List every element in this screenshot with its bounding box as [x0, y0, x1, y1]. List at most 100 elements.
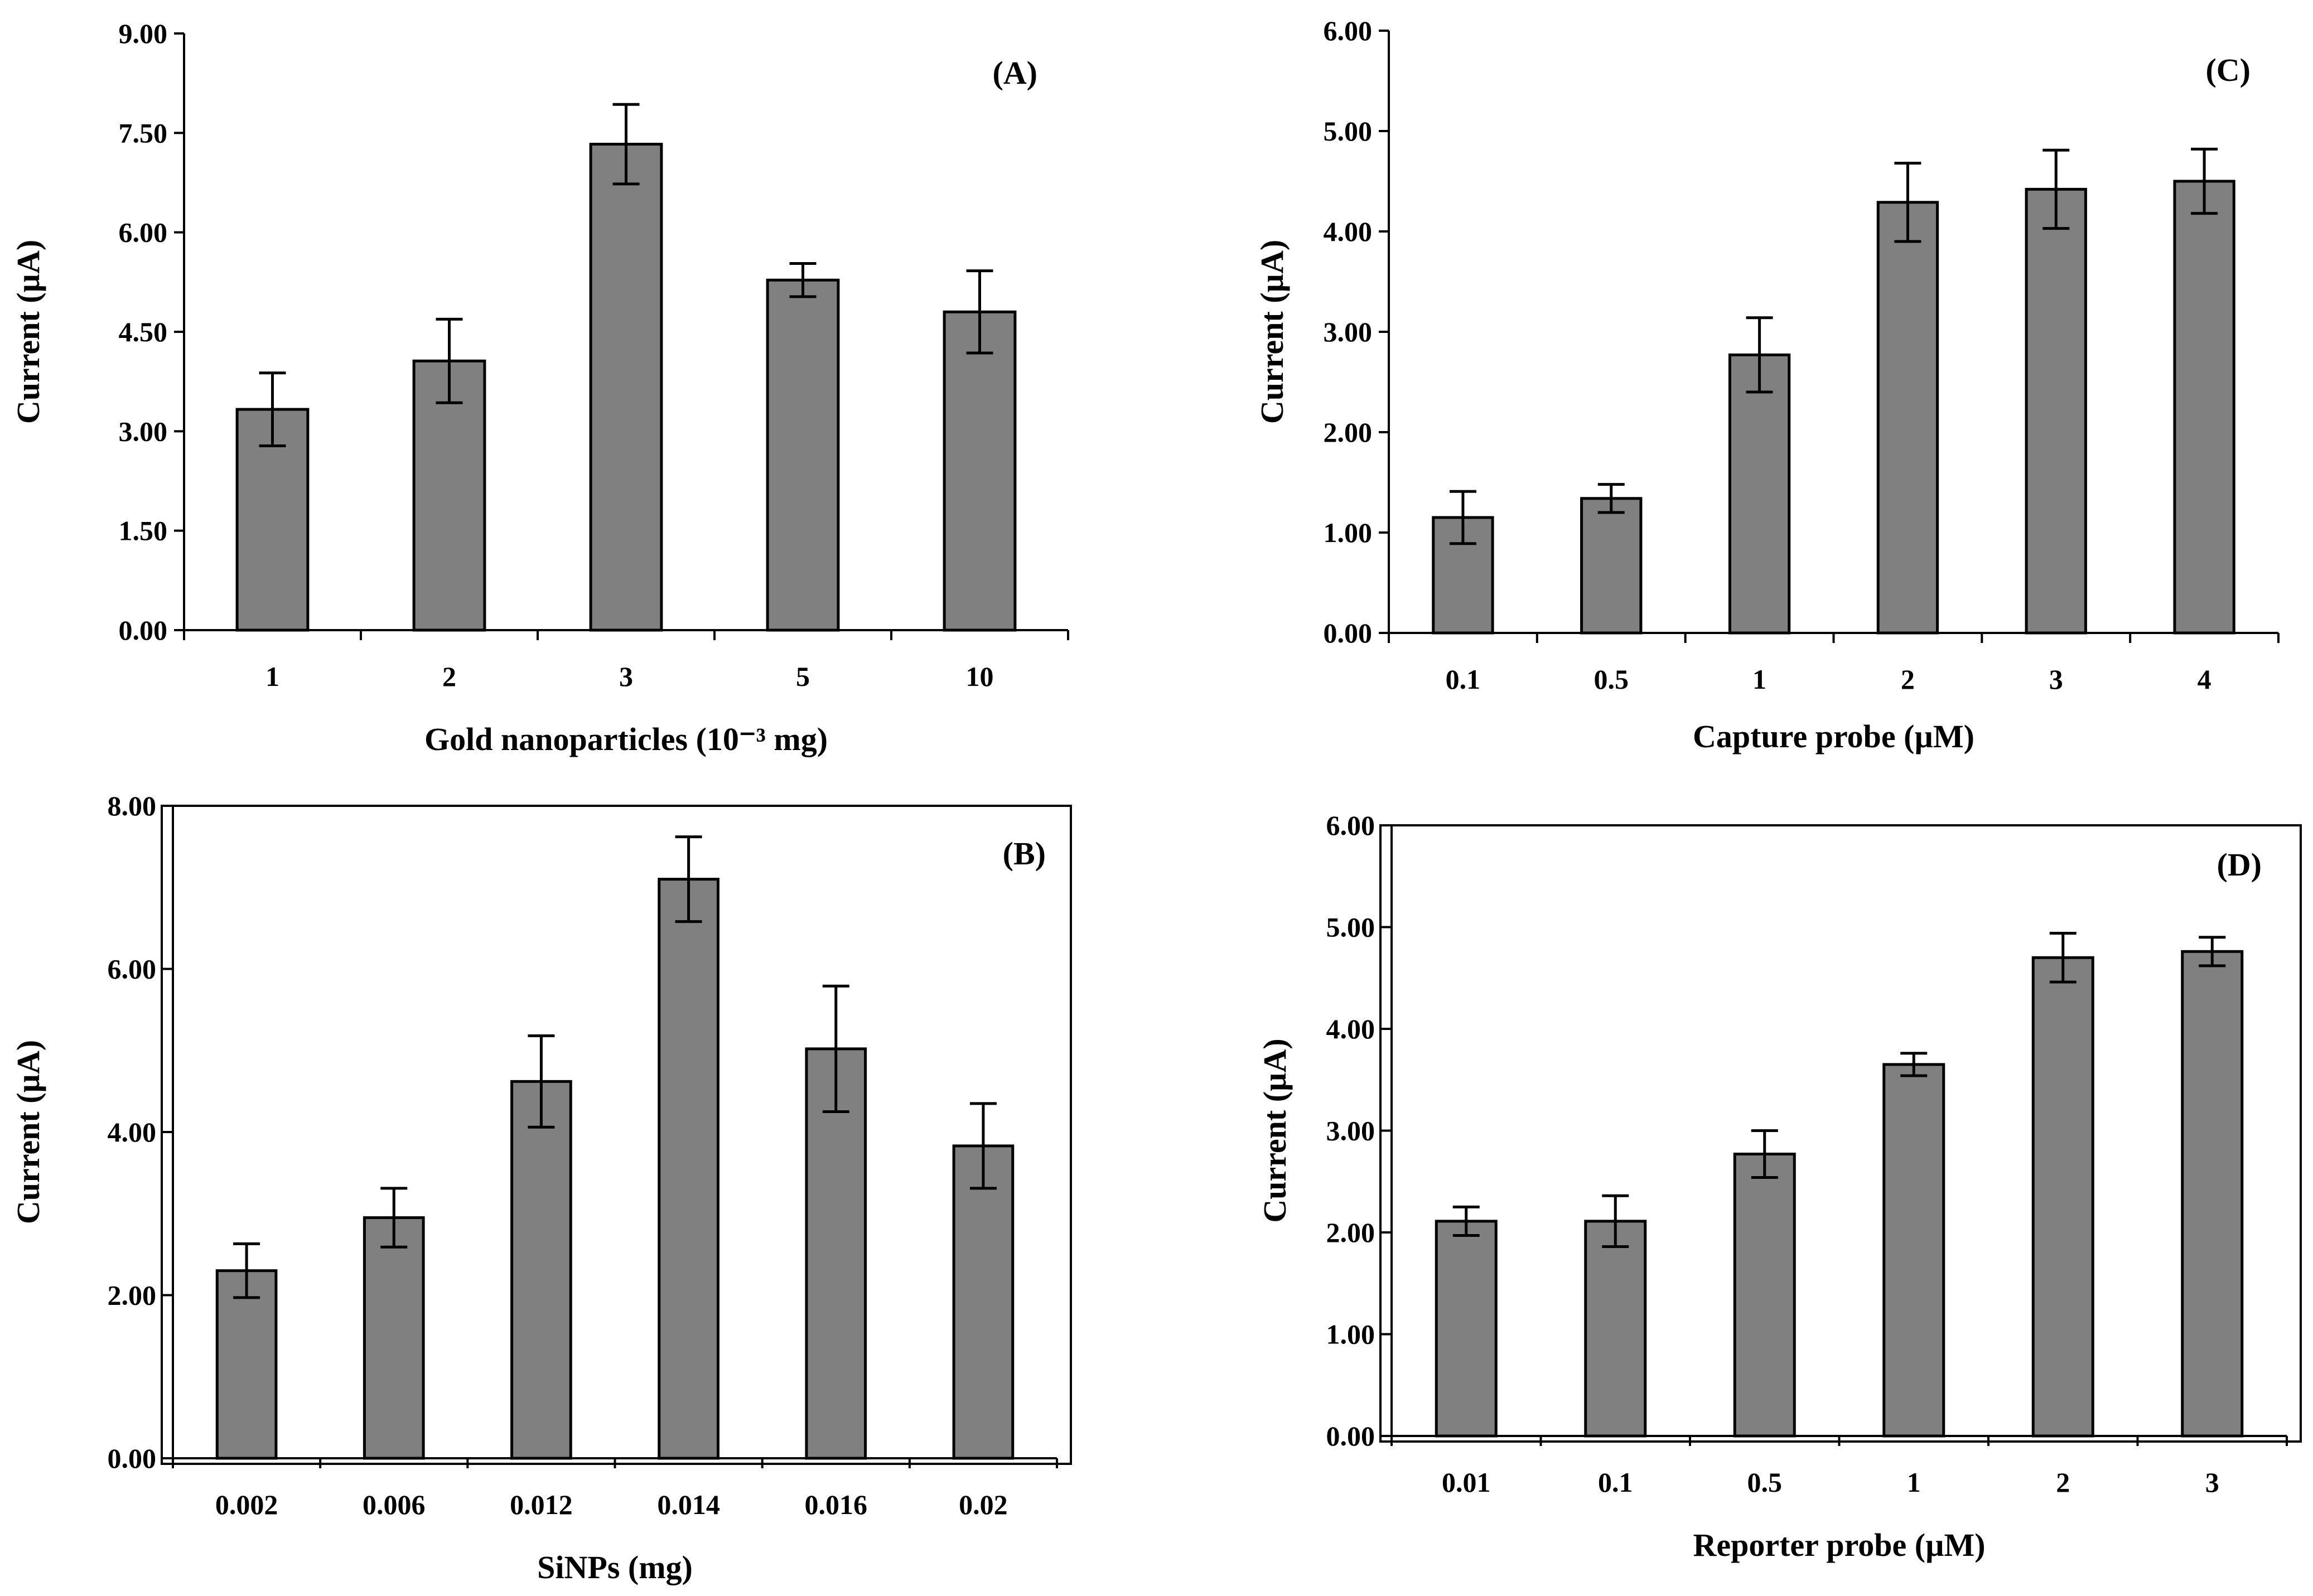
x-tick-label: 0.5 [1594, 664, 1629, 695]
bar-b-1 [363, 1216, 425, 1460]
y-tick-label: 5.00 [1324, 115, 1373, 147]
bar-d-5 [2181, 950, 2244, 1438]
bar-a-1 [412, 359, 486, 632]
y-tick-label: 0.00 [119, 615, 168, 646]
error-bar [528, 1034, 555, 1129]
x-tick-label: 0.01 [1442, 1467, 1491, 1498]
panel-label: (A) [992, 55, 1037, 91]
error-bar [233, 1242, 260, 1299]
y-tick-label: 0.00 [108, 1443, 157, 1474]
x-tick-label: 5 [796, 661, 810, 692]
x-tick-label: 0.5 [1747, 1467, 1783, 1498]
x-tick-label: 2 [2056, 1467, 2070, 1498]
x-tick-label: 3 [619, 661, 633, 692]
x-tick-label: 0.002 [215, 1489, 278, 1520]
x-tick-label: 10 [966, 661, 994, 692]
x-tick-label: 0.012 [510, 1489, 573, 1520]
error-bar [380, 1187, 408, 1249]
bar-a-2 [589, 143, 663, 632]
y-tick-label: 2.00 [108, 1280, 157, 1311]
error-bar [1900, 1052, 1928, 1077]
x-tick-label: 1 [1752, 664, 1766, 695]
error-bar [1751, 1129, 1778, 1179]
error-bar [1597, 483, 1625, 514]
error-bar [2191, 147, 2218, 215]
y-tick-label: 6.00 [1326, 810, 1375, 841]
y-tick-label: 4.00 [1324, 216, 1373, 247]
bar-b-5 [952, 1144, 1015, 1460]
panel-c-chart: 0.00 1.00 2.00 3.00 4.00 5.00 6.00 0.1 0.5 1 2 3 4 Ca… [1254, 15, 2280, 755]
panel-d-chart: 0.00 1.00 2.00 3.00 4.00 5.00 6.00 0.01 0.1 0.5 1 2… [1257, 810, 2302, 1563]
x-tick-label: 1 [265, 661, 279, 692]
y-tick-label: 3.00 [1326, 1115, 1375, 1147]
bar-b-2 [510, 1080, 572, 1460]
error-bar [2049, 931, 2077, 984]
panel-label: (C) [2205, 52, 2251, 88]
y-tick-label: 8.00 [108, 790, 157, 821]
bar-b-0 [215, 1269, 278, 1460]
bar-c-2 [1728, 353, 1791, 635]
y-axis-label: Current (µA) [10, 240, 46, 424]
y-tick-label: 3.00 [119, 415, 168, 447]
y-tick-label: 7.50 [119, 117, 168, 148]
panel-label: (D) [2217, 847, 2262, 883]
plot-area-frame [161, 805, 1072, 1465]
x-tick-label: 0.016 [805, 1489, 868, 1520]
error-bar [259, 371, 286, 447]
bar-c-4 [2025, 187, 2087, 635]
y-tick-label: 4.50 [119, 316, 168, 347]
x-tick-label: 0.014 [657, 1489, 720, 1520]
y-tick-label: 0.00 [1324, 617, 1373, 649]
error-bar [2042, 148, 2070, 230]
error-bar [2199, 936, 2226, 968]
y-tick-label: 1.00 [1324, 517, 1373, 548]
panel-a-chart: 0.00 1.50 3.00 4.50 6.00 7.50 9.00 1 2 3 5 10 Gold n… [10, 18, 1069, 757]
y-tick-label: 4.00 [108, 1116, 157, 1148]
y-tick-label: 2.00 [1324, 417, 1373, 448]
x-axis-label: Capture probe (µM) [1693, 718, 1974, 755]
y-tick-label: 6.00 [108, 954, 157, 985]
error-bar [966, 269, 993, 355]
y-tick-label: 0.00 [1326, 1420, 1375, 1452]
error-bar [969, 1102, 997, 1190]
bar-d-0 [1435, 1220, 1498, 1438]
x-tick-label: 2 [1901, 664, 1915, 695]
x-tick-label: 0.02 [959, 1489, 1008, 1520]
y-axis-label: Current (µA) [1257, 1038, 1293, 1222]
x-tick-label: 3 [2205, 1467, 2219, 1498]
bar-b-3 [658, 878, 720, 1460]
x-axis-label: Reporter probe (µM) [1693, 1527, 1985, 1563]
x-tick-label: 3 [2049, 664, 2063, 695]
bar-d-3 [1882, 1063, 1945, 1438]
y-tick-label: 5.00 [1326, 912, 1375, 943]
y-tick-label: 6.00 [119, 217, 168, 248]
y-tick-label: 3.00 [1324, 316, 1373, 347]
x-tick-label: 1 [1907, 1467, 1921, 1498]
bar-d-2 [1733, 1152, 1796, 1438]
error-bar [436, 317, 463, 404]
plot-area-frame [1379, 824, 2302, 1443]
bar-b-4 [805, 1047, 867, 1460]
panel-b-chart: 0.00 2.00 4.00 6.00 8.00 0.002 0.006 0.012 0.014… [10, 790, 1072, 1585]
x-axis-label: SiNPs (mg) [537, 1549, 693, 1585]
y-tick-label: 9.00 [119, 18, 168, 49]
bar-c-5 [2173, 180, 2235, 635]
bar-d-1 [1584, 1220, 1647, 1438]
error-bar [1449, 490, 1476, 545]
error-bar [612, 103, 640, 186]
error-bar [789, 262, 817, 298]
x-axis-label: Gold nanoparticles (10⁻³ mg) [424, 721, 828, 757]
error-bar [1746, 316, 1773, 394]
bar-a-4 [943, 310, 1017, 632]
bar-d-4 [2031, 956, 2094, 1438]
x-tick-label: 0.1 [1446, 664, 1481, 695]
x-tick-label: 4 [2198, 664, 2211, 695]
x-tick-label: 2 [442, 661, 456, 692]
x-tick-label: 0.006 [363, 1489, 426, 1520]
panel-label: (B) [1003, 835, 1046, 872]
y-axis-label: Current (µA) [1254, 240, 1290, 424]
y-tick-label: 1.50 [119, 515, 168, 546]
bar-c-1 [1580, 497, 1643, 635]
y-axis-label: Current (µA) [10, 1040, 46, 1224]
